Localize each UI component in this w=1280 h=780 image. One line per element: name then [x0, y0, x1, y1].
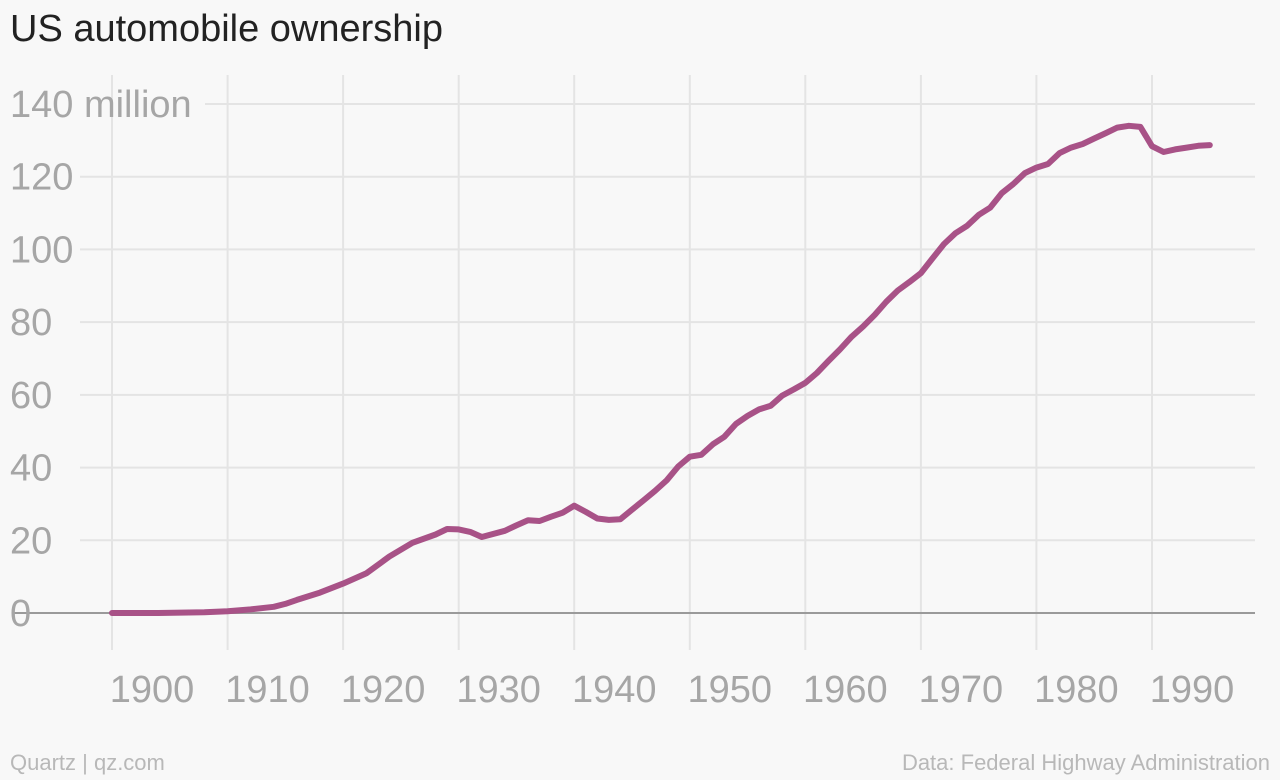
x-tick-label: 1920 [341, 669, 426, 711]
data-source: Data: Federal Highway Administration [901, 750, 1270, 775]
x-tick-label: 1950 [688, 669, 773, 711]
y-tick-label: 0 [10, 593, 31, 635]
x-tick-label: 1970 [919, 669, 1004, 711]
x-tick-label: 1910 [225, 669, 310, 711]
x-tick-label: 1980 [1034, 669, 1119, 711]
series-layer [109, 122, 1213, 616]
x-tick-label: 1990 [1150, 669, 1235, 711]
x-tick-label: 1900 [110, 669, 195, 711]
axes: 0 20 40 60 80 100 120 140 million 1900 1910 1920 19… [10, 84, 1255, 711]
gridlines [80, 75, 1255, 650]
x-tick-label: 1930 [456, 669, 541, 711]
y-tick-label: 60 [10, 375, 52, 417]
y-tick-label: 80 [10, 302, 52, 344]
x-tick-label: 1940 [572, 669, 657, 711]
x-tick-label: 1960 [803, 669, 888, 711]
y-tick-label: 100 [10, 229, 73, 271]
y-tick-label: 120 [10, 157, 73, 199]
y-tick-label: 140 million [10, 84, 192, 126]
ownership-series-line [109, 122, 1213, 616]
y-tick-label: 40 [10, 448, 52, 490]
chart-title: US automobile ownership [10, 8, 444, 50]
y-tick-label: 20 [10, 520, 52, 562]
source-credit: Quartz | qz.com [10, 750, 165, 775]
